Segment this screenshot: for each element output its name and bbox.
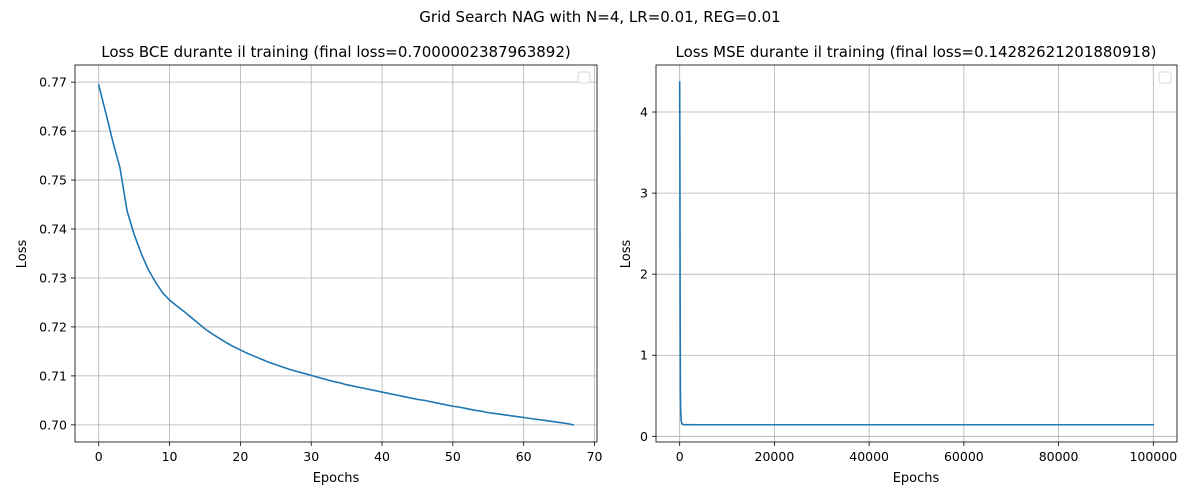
bce-x-tick-label: 60: [516, 449, 532, 464]
mse-gridlines: [656, 65, 1177, 442]
mse-loss-subplot: Loss MSE durante il training (final loss…: [619, 43, 1178, 486]
bce-gridlines: [75, 65, 597, 442]
mse-x-axis-label: Epochs: [893, 471, 940, 486]
mse-y-tick-label: 3: [640, 186, 648, 201]
mse-x-tick-label: 80000: [1039, 449, 1079, 464]
mse-x-tick-label: 100000: [1129, 449, 1177, 464]
mse-x-tick-label: 0: [676, 449, 684, 464]
bce-y-tick-label: 0.73: [39, 270, 67, 285]
mse-x-tick-label: 40000: [849, 449, 889, 464]
bce-y-axis-label: Loss: [15, 240, 30, 269]
bce-x-tick-label: 0: [95, 449, 103, 464]
mse-x-tick-label: 60000: [944, 449, 984, 464]
mse-y-tick-label: 1: [640, 348, 648, 363]
bce-legend-box: [577, 71, 591, 84]
bce-x-tick-label: 40: [374, 449, 390, 464]
bce-y-tick-label: 0.76: [39, 124, 67, 139]
bce-ticks: 0 10 20 30 40 50 60 70 0.70 0.71 0.72 0.73 0.74 0.75 0…: [39, 75, 602, 464]
bce-y-tick-label: 0.75: [39, 173, 67, 188]
bce-loss-line: [97, 84, 575, 426]
bce-x-tick-label: 30: [303, 449, 319, 464]
bce-x-tick-label: 70: [587, 449, 603, 464]
mse-axes-frame: [655, 64, 1178, 443]
mse-chart-title: Loss MSE durante il training (final loss…: [675, 43, 1156, 61]
mse-y-axis-label: Loss: [619, 240, 634, 269]
bce-y-tick-label: 0.77: [39, 75, 67, 90]
bce-y-tick-label: 0.72: [39, 319, 67, 334]
bce-axes-frame: [74, 64, 598, 443]
bce-x-tick-label: 10: [162, 449, 178, 464]
mse-y-tick-label: 4: [640, 105, 648, 120]
mse-legend-box: [1158, 71, 1172, 84]
bce-y-tick-label: 0.70: [39, 417, 67, 432]
bce-x-tick-label: 50: [445, 449, 461, 464]
bce-y-tick-label: 0.74: [39, 222, 67, 237]
bce-loss-subplot: Loss BCE durante il training (final loss…: [15, 43, 603, 486]
figure-suptitle: Grid Search NAG with N=4, LR=0.01, REG=0…: [419, 8, 780, 26]
mse-ticks: 0 20000 40000 60000 80000 100000 0 1 2 3 4: [640, 105, 1177, 464]
mse-y-tick-label: 2: [640, 267, 648, 282]
bce-chart-title: Loss BCE durante il training (final loss…: [101, 43, 571, 61]
mse-x-tick-label: 20000: [755, 449, 795, 464]
bce-y-tick-label: 0.71: [39, 368, 67, 383]
bce-x-axis-label: Epochs: [313, 471, 360, 486]
bce-x-tick-label: 20: [232, 449, 248, 464]
mse-loss-line: [678, 81, 1155, 426]
mse-y-tick-label: 0: [640, 429, 648, 444]
